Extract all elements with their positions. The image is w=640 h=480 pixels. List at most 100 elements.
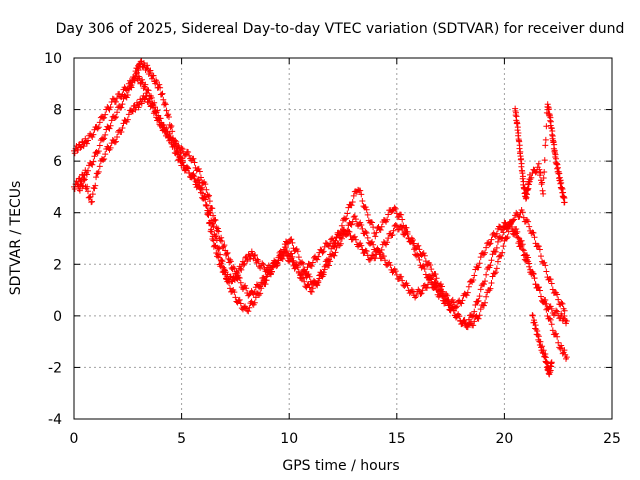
data-point [139, 76, 146, 83]
data-point [357, 187, 364, 194]
data-point [209, 205, 216, 212]
y-tick-label: 4 [53, 206, 62, 222]
data-point [348, 221, 355, 228]
x-tick-label: 20 [495, 431, 513, 447]
data-point [557, 177, 564, 184]
data-point [542, 351, 549, 358]
data-point [548, 321, 555, 328]
data-point [471, 318, 478, 325]
data-point [536, 287, 543, 294]
data-point [101, 114, 108, 121]
data-point [288, 236, 295, 243]
data-point [362, 204, 369, 211]
data-point [525, 218, 532, 225]
data-point [208, 217, 215, 224]
data-point [516, 142, 523, 149]
data-point [558, 299, 565, 306]
data-point [551, 141, 558, 148]
data-point [546, 315, 553, 322]
data-point [540, 190, 547, 197]
data-point [315, 277, 322, 284]
data-point [295, 254, 302, 261]
x-tick-labels: 0 5 10 15 20 25 [70, 431, 621, 447]
data-point [218, 238, 225, 245]
data-point [449, 296, 456, 303]
data-point [444, 292, 451, 299]
data-point [516, 138, 523, 145]
data-point [196, 185, 203, 192]
data-point [197, 189, 204, 196]
data-point [433, 275, 440, 282]
data-point [124, 92, 131, 99]
data-point [477, 286, 484, 293]
data-point [450, 299, 457, 306]
data-point [539, 179, 546, 186]
data-point [179, 159, 186, 166]
data-point [554, 291, 561, 298]
data-point [475, 315, 482, 322]
data-point [102, 151, 109, 158]
data-point [80, 143, 87, 150]
data-point [474, 298, 481, 305]
data-point [477, 254, 484, 261]
data-point [238, 266, 245, 273]
data-point [333, 233, 340, 240]
data-point [416, 256, 423, 263]
data-point [84, 188, 91, 195]
data-point [300, 274, 307, 281]
data-point [421, 265, 428, 272]
data-point [306, 273, 313, 280]
data-point [515, 234, 522, 241]
data-point [90, 131, 97, 138]
data-point [411, 246, 418, 253]
data-point [203, 202, 210, 209]
data-point [158, 91, 165, 98]
data-point [482, 278, 489, 285]
data-point [561, 347, 568, 354]
data-point [104, 143, 111, 150]
data-point [300, 260, 307, 267]
data-point [389, 269, 396, 276]
data-point [165, 111, 172, 118]
data-point [197, 174, 204, 181]
data-point [96, 142, 103, 149]
data-point [392, 205, 399, 212]
series-deep-dip [529, 312, 555, 378]
data-point [494, 258, 501, 265]
data-point [499, 234, 506, 241]
data-point [218, 234, 225, 241]
data-point [493, 244, 500, 251]
data-point [191, 176, 198, 183]
data-point [351, 213, 358, 220]
data-point [541, 169, 548, 176]
data-point [554, 161, 561, 168]
data-point [166, 137, 173, 144]
data-point [527, 176, 534, 183]
data-point [227, 285, 234, 292]
data-point [492, 248, 499, 255]
y-tick-label: 8 [53, 103, 62, 119]
data-point [207, 209, 214, 216]
data-point [520, 214, 527, 221]
data-point [543, 306, 550, 313]
data-point [416, 246, 423, 253]
data-point [393, 271, 400, 278]
data-point [306, 284, 313, 291]
data-point [95, 124, 102, 131]
data-point [301, 278, 308, 285]
data-point [164, 129, 171, 136]
data-point [431, 283, 438, 290]
data-point [176, 153, 183, 160]
data-point [472, 302, 479, 309]
data-point [433, 286, 440, 293]
data-point [526, 223, 533, 230]
data-point [295, 270, 302, 277]
data-point [546, 106, 553, 113]
data-point [482, 249, 489, 256]
axis-ticks [73, 57, 613, 420]
x-tick-label: 0 [70, 431, 79, 447]
data-point [255, 258, 262, 265]
data-point [432, 271, 439, 278]
data-point [106, 106, 113, 113]
data-point [321, 243, 328, 250]
